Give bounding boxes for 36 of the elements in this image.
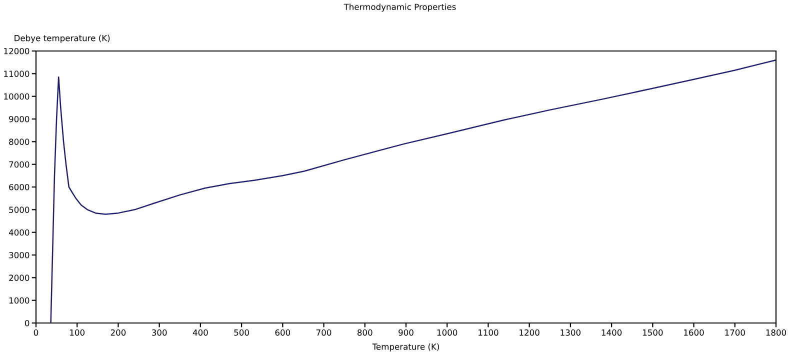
- y-tick-label: 1000: [9, 297, 30, 304]
- y-tick-label: 6000: [9, 184, 30, 190]
- x-tick-label: 1700: [725, 329, 745, 336]
- x-tick-label: 1200: [520, 329, 540, 336]
- x-axis-title: Temperature (K): [372, 343, 439, 352]
- x-tick-label: 1500: [642, 329, 663, 336]
- x-tick-label: 400: [192, 329, 208, 336]
- y-tick-label: 11000: [4, 70, 30, 77]
- x-tick-label: 1800: [766, 329, 786, 336]
- x-tick-label: 100: [70, 329, 85, 336]
- x-tick-label: 200: [110, 329, 126, 336]
- y-tick-label: 9000: [9, 116, 30, 122]
- x-tick-label: 300: [152, 329, 167, 336]
- chart-title: Thermodynamic Properties: [344, 4, 456, 12]
- y-axis-title: Debye temperature (K): [14, 34, 110, 43]
- x-tick-label: 600: [275, 329, 290, 336]
- x-tick-label: 1300: [560, 329, 580, 336]
- y-tick-label: 3000: [9, 252, 30, 258]
- x-tick-label: 900: [398, 329, 414, 336]
- x-tick-label: 1600: [684, 329, 704, 336]
- x-tick-label: 0: [34, 329, 38, 336]
- y-tick-label: 5000: [9, 206, 30, 213]
- y-tick-label: 0: [24, 320, 30, 326]
- x-tick-label: 1100: [478, 329, 498, 336]
- x-tick-label: 800: [358, 329, 372, 336]
- x-tick-label: 1400: [602, 329, 622, 336]
- x-tick-label: 700: [316, 329, 332, 336]
- y-tick-label: 8000: [9, 138, 30, 145]
- y-tick-label: 4000: [8, 229, 30, 236]
- y-tick-label: 2000: [9, 274, 30, 281]
- y-tick-label: 7000: [9, 161, 30, 168]
- line-series: [50, 59, 776, 323]
- y-tick-label: 12000: [4, 48, 30, 54]
- x-tick-label: 500: [234, 329, 249, 336]
- x-tick-label: 1000: [437, 329, 458, 336]
- y-tick-label: 10000: [4, 93, 30, 100]
